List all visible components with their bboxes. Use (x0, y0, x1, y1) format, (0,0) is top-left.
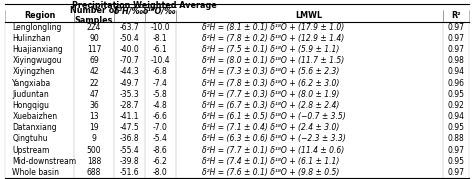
Text: Precipitation Weighted Average: Precipitation Weighted Average (73, 1, 217, 10)
